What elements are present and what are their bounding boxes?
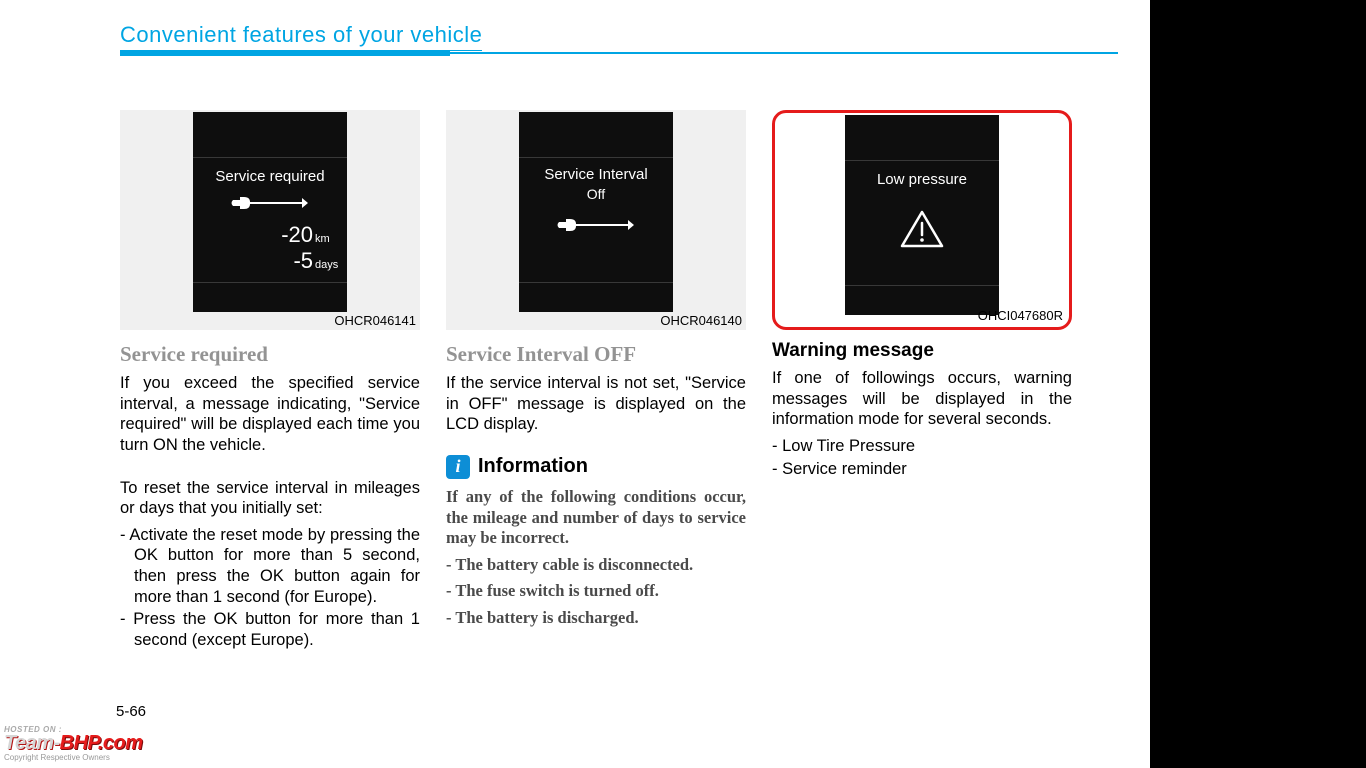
figure-label: OHCR046140 (660, 313, 742, 328)
list-item: Low Tire Pressure (772, 436, 1072, 457)
info-icon: i (446, 455, 470, 479)
lcd-days-value: -5 (193, 248, 313, 274)
figure-label: OHCR046141 (334, 313, 416, 328)
body-text: If the service interval is not set, "Ser… (446, 373, 746, 435)
warning-triangle-icon (900, 210, 944, 248)
list-item: The fuse switch is turned off. (446, 581, 746, 602)
lcd-text: Service required (193, 168, 347, 185)
information-label: Information (478, 455, 588, 478)
lcd-text: Off (519, 186, 673, 202)
section-heading: Service required (120, 342, 420, 367)
page-number: 5-66 (116, 703, 146, 720)
lcd-screen: Service Interval Off (519, 112, 673, 312)
body-text: To reset the service interval in mileage… (120, 478, 420, 519)
section-heading: Service Interval OFF (446, 342, 746, 367)
bullet-list: Low Tire Pressure Service reminder (772, 436, 1072, 479)
column-service-interval-off: Service Interval Off OHCR046140 Service … (446, 110, 746, 651)
list-item: Service reminder (772, 459, 1072, 480)
list-item: Activate the reset mode by pressing the … (120, 525, 420, 608)
lcd-km-unit: km (315, 233, 330, 245)
lcd-text: Low pressure (845, 171, 999, 188)
chapter-header: Convenient features of your vehicle (120, 22, 1118, 60)
lcd-km-value: -20 (193, 222, 313, 248)
list-item: The battery cable is disconnected. (446, 555, 746, 576)
figure-service-required: Service required -20 km -5 days OHCR0461… (120, 110, 420, 330)
list-item: The battery is discharged. (446, 608, 746, 629)
lcd-days-unit: days (315, 259, 338, 271)
column-service-required: Service required -20 km -5 days OHCR0461… (120, 110, 420, 651)
body-text: If you exceed the specified service inte… (120, 373, 420, 456)
information-header: i Information (446, 455, 746, 479)
lcd-screen: Low pressure (845, 115, 999, 315)
manual-page: Convenient features of your vehicle Serv… (0, 0, 1150, 768)
figure-service-interval-off: Service Interval Off OHCR046140 (446, 110, 746, 330)
lcd-screen: Service required -20 km -5 days (193, 112, 347, 312)
information-body: If any of the following conditions occur… (446, 487, 746, 549)
wrench-icon (230, 192, 310, 214)
column-warning-message: Low pressure OHCI047680R Warning message… (772, 110, 1072, 651)
bullet-list: The battery cable is disconnected. The f… (446, 555, 746, 629)
figure-label: OHCI047680R (978, 308, 1063, 323)
section-heading: Warning message (772, 340, 1072, 362)
body-text: If one of followings occurs, warning mes… (772, 368, 1072, 430)
columns-container: Service required -20 km -5 days OHCR0461… (120, 110, 1118, 651)
bullet-list: Activate the reset mode by pressing the … (120, 525, 420, 651)
lcd-text: Service Interval (519, 166, 673, 183)
chapter-title: Convenient features of your vehicle (120, 22, 482, 51)
figure-warning-message-highlighted: Low pressure OHCI047680R (772, 110, 1072, 330)
chapter-underline (120, 50, 1118, 60)
wrench-icon (556, 214, 636, 236)
list-item: Press the OK button for more than 1 seco… (120, 609, 420, 650)
